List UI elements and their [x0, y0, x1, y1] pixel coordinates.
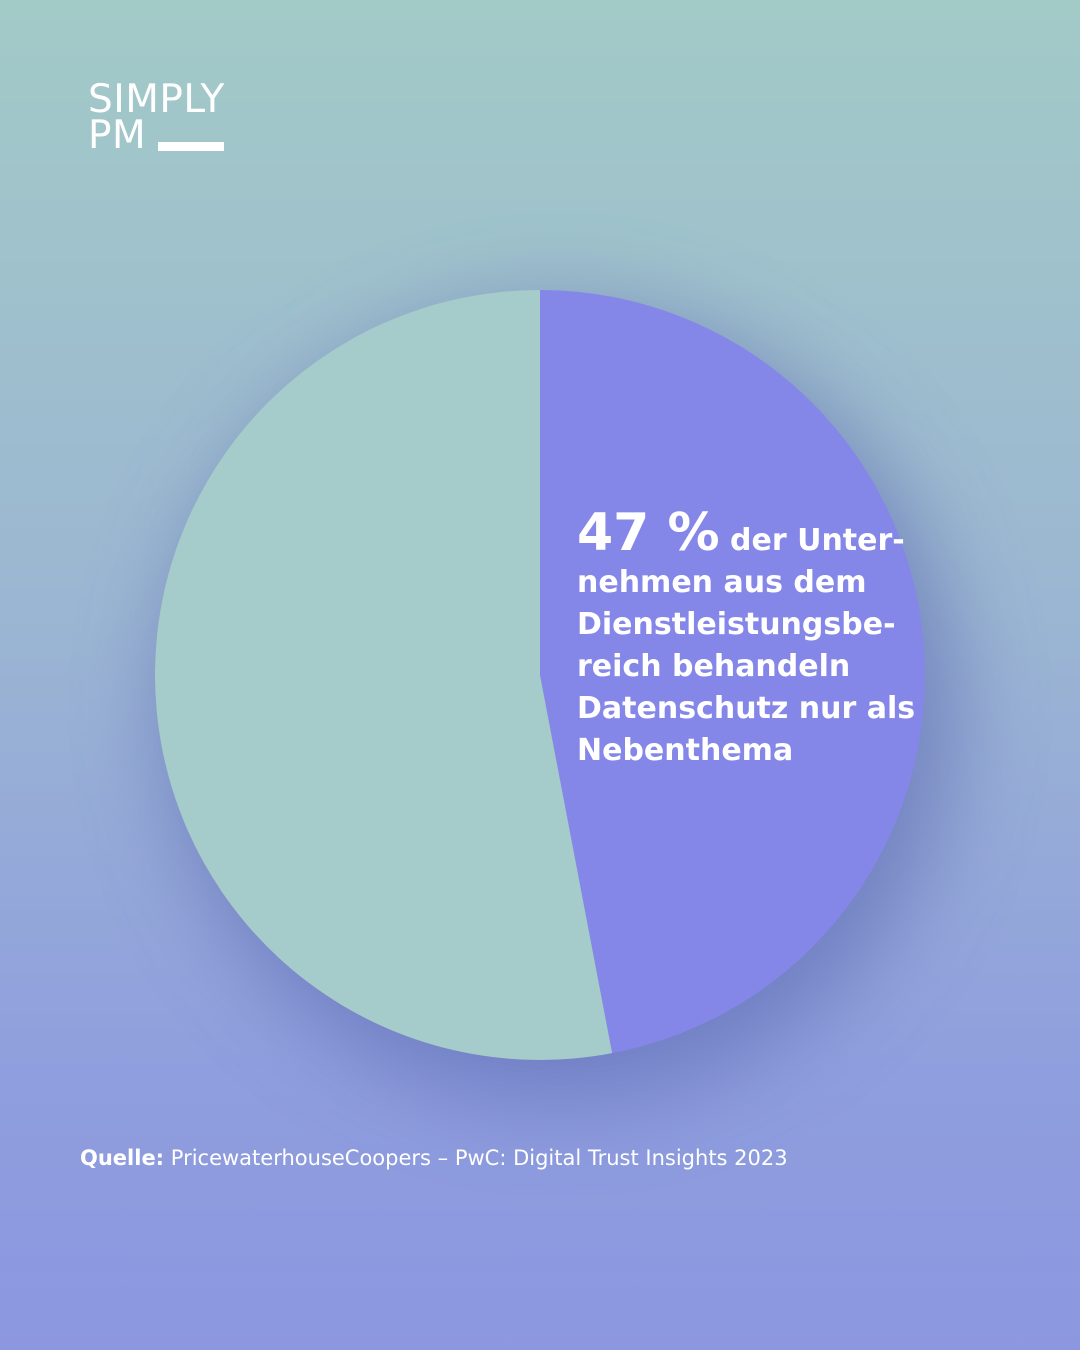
source-note: Quelle: PricewaterhouseCoopers – PwC: Di…	[80, 1146, 788, 1170]
brand-line-2-row: PM	[88, 113, 225, 158]
brand-logo: SIMPLY PM	[88, 77, 225, 158]
pie-slices	[154, 290, 925, 1060]
brand-line-2: PM	[88, 113, 147, 158]
chart-annotation: 47 % der Unter-nehmen aus dem Dienstleis…	[577, 507, 917, 772]
source-text: PricewaterhouseCoopers – PwC: Digital Tr…	[170, 1146, 788, 1170]
source-label: Quelle:	[80, 1146, 165, 1170]
annotation-text: der Unter-nehmen aus dem Dienstleistungs…	[577, 523, 916, 768]
brand-line-1: SIMPLY	[88, 77, 225, 122]
pie-slice-0	[540, 290, 925, 1054]
pie-slice-1	[154, 290, 613, 1060]
brand-underline	[158, 142, 225, 151]
annotation-highlight: 47 %	[577, 503, 720, 563]
